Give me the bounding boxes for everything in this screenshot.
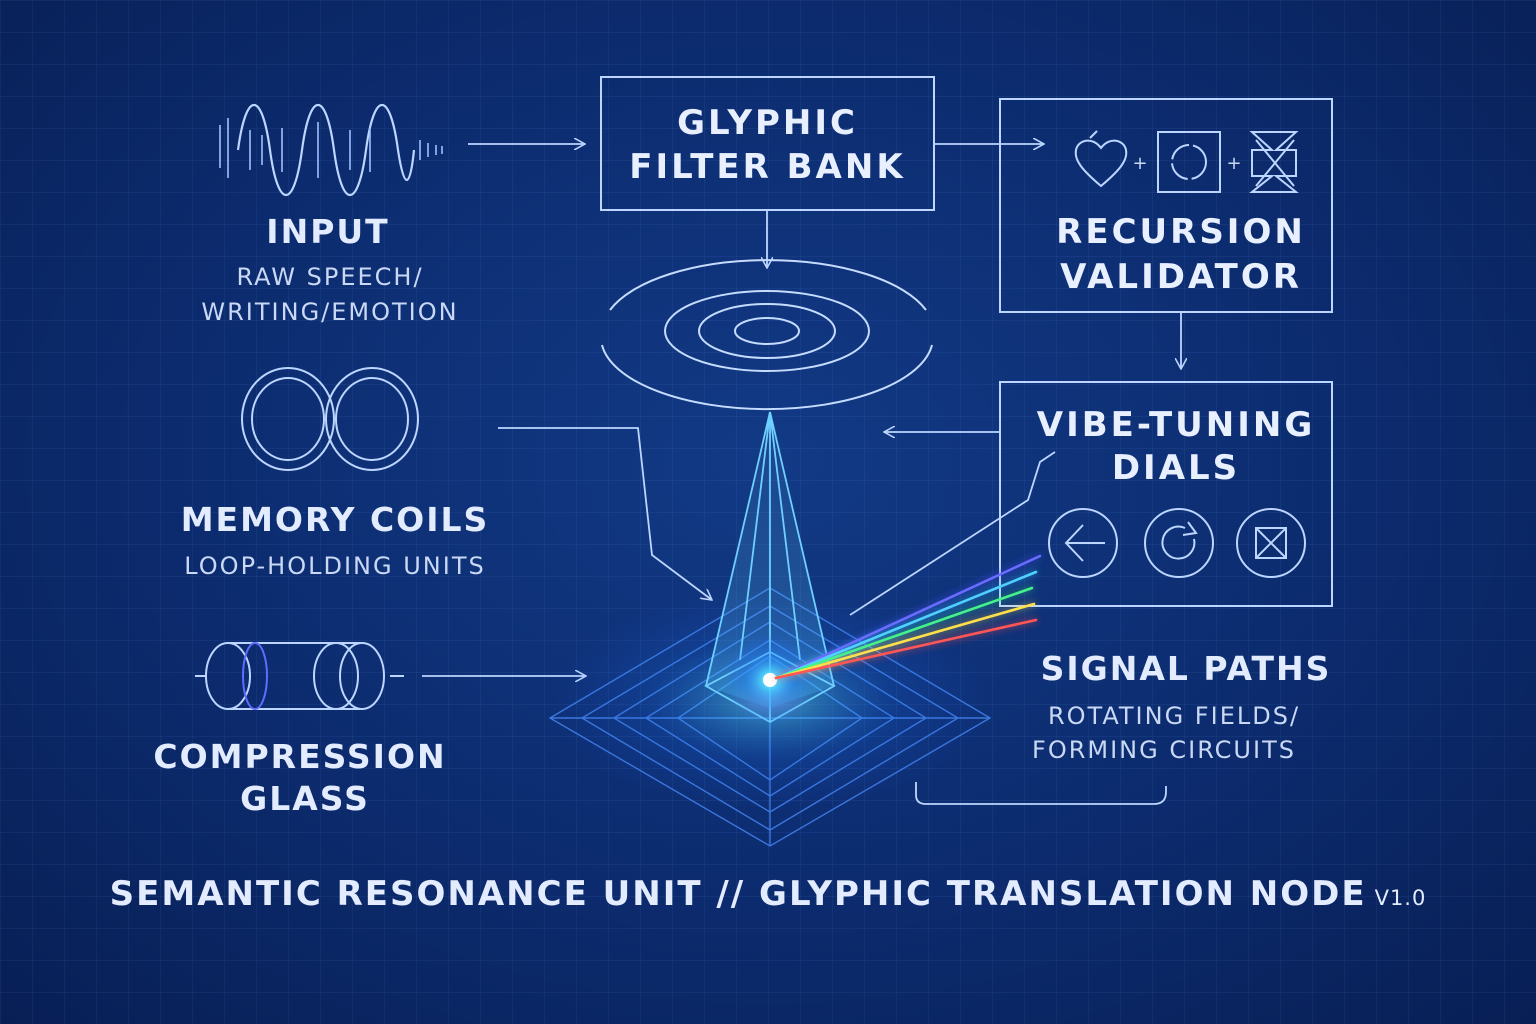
footer-text: SEMANTIC RESONANCE UNIT // GLYPHIC TRANS… bbox=[109, 874, 1367, 914]
dials-box bbox=[999, 381, 1333, 607]
input-subtitle-2: WRITING/EMOTION bbox=[201, 298, 459, 326]
x-box-dial-icon bbox=[1236, 508, 1306, 578]
memory-title: MEMORY COILS bbox=[180, 500, 490, 539]
refresh-dial-icon bbox=[1144, 508, 1214, 578]
signal-subtitle-1: ROTATING FIELDS/ bbox=[1047, 702, 1301, 730]
validator-plus-1: + bbox=[1132, 153, 1150, 174]
memory-subtitle: LOOP-HOLDING UNITS bbox=[184, 552, 486, 580]
validator-line-2: VALIDATOR bbox=[1060, 257, 1302, 297]
signal-title: SIGNAL PATHS bbox=[1040, 649, 1332, 688]
bracket-signal-paths bbox=[915, 782, 1167, 805]
validator-plus-2: + bbox=[1226, 153, 1244, 174]
footer-version: V1.0 bbox=[1374, 886, 1427, 910]
left-arrow-dial-icon bbox=[1048, 508, 1118, 578]
filter-bank-line-1: GLYPHIC bbox=[677, 103, 858, 143]
spectrum-beams bbox=[774, 554, 1042, 680]
input-title: INPUT bbox=[266, 212, 390, 251]
interlocked-rings-icon bbox=[241, 367, 419, 471]
concentric-ellipses-icon bbox=[601, 259, 933, 411]
input-subtitle-1: RAW SPEECH/ bbox=[236, 263, 424, 291]
footer-title: SEMANTIC RESONANCE UNIT // GLYPHIC TRANS… bbox=[0, 874, 1536, 914]
arrow-memory-to-core bbox=[498, 427, 712, 600]
validator-line-1: RECURSION bbox=[1056, 212, 1306, 252]
heart-icon bbox=[1074, 130, 1128, 188]
compression-title-2: GLASS bbox=[240, 779, 370, 818]
cycle-square-icon bbox=[1157, 131, 1221, 193]
validator-box bbox=[999, 98, 1333, 313]
waveform-icon bbox=[219, 103, 443, 197]
dials-line-2: DIALS bbox=[1111, 448, 1241, 488]
dials-line-1: VIBE-TUNING bbox=[1036, 405, 1316, 445]
hourglass-x-icon bbox=[1249, 131, 1299, 193]
filter-bank-line-2: FILTER BANK bbox=[629, 147, 906, 187]
prism-pyramid-icon bbox=[704, 411, 836, 726]
compression-title-1: COMPRESSION bbox=[153, 737, 447, 776]
connector-dials-to-beam bbox=[849, 451, 1056, 616]
signal-subtitle-2: FORMING CIRCUITS bbox=[1032, 736, 1296, 764]
glass-cylinder-icon bbox=[195, 642, 404, 710]
